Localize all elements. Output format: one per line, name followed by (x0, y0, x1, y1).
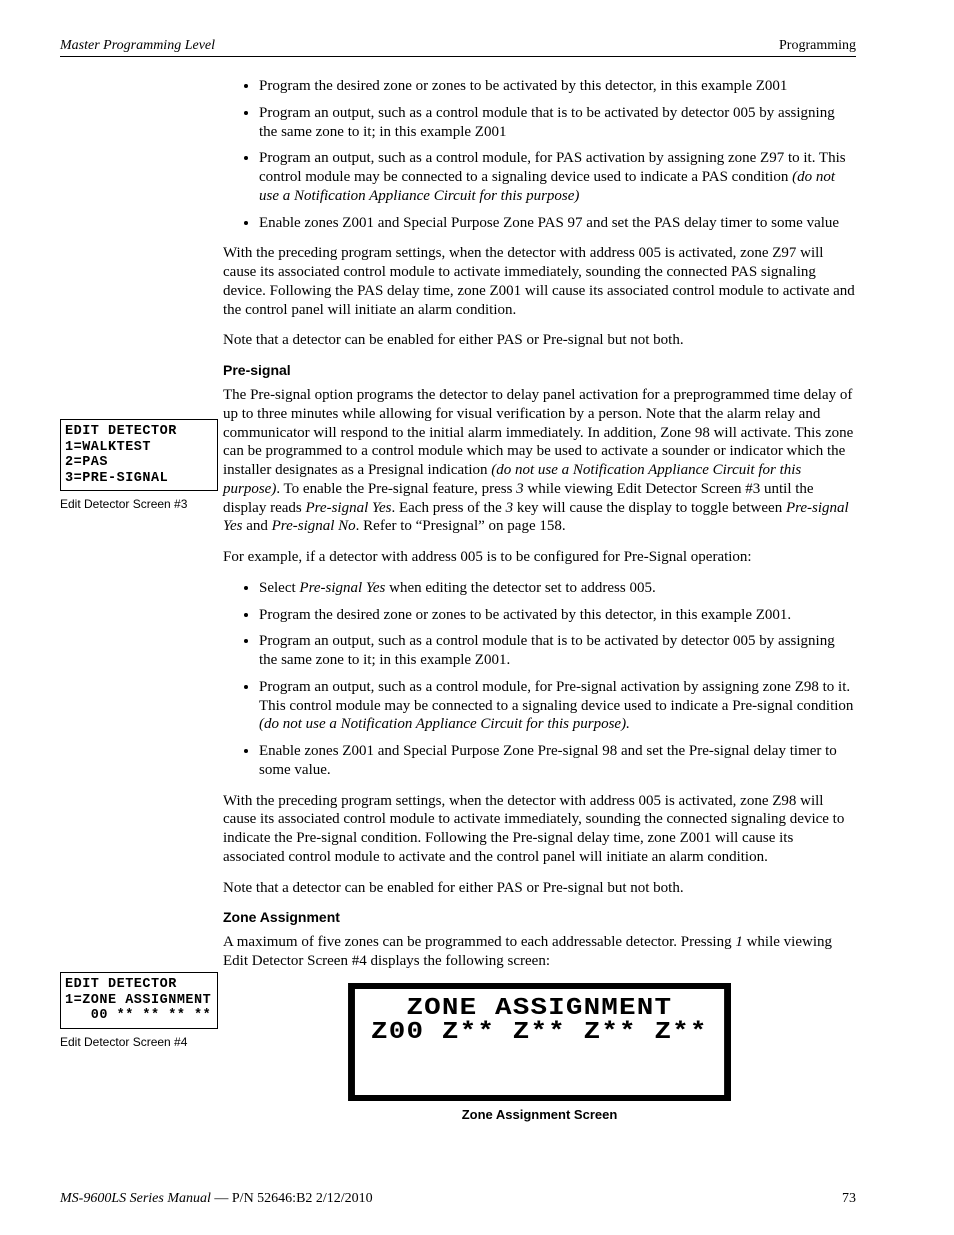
edit-detector-lcd-3: EDIT DETECTOR 1=WALKTEST 2=PAS 3=PRE-SIG… (60, 419, 218, 491)
page-number: 73 (842, 1191, 856, 1207)
list-item: Select Pre-signal Yes when editing the d… (259, 579, 856, 598)
main-content: Program the desired zone or zones to be … (223, 77, 856, 1122)
header-left: Master Programming Level (60, 38, 215, 54)
presignal-heading: Pre-signal (223, 362, 856, 378)
list-item: Program an output, such as a control mod… (259, 149, 856, 205)
page-footer: MS-9600LS Series Manual — P/N 52646:B2 2… (60, 1191, 856, 1207)
footer-left: MS-9600LS Series Manual — P/N 52646:B2 2… (60, 1191, 373, 1207)
lcd-4-caption: Edit Detector Screen #4 (60, 1035, 218, 1049)
zone-heading: Zone Assignment (223, 909, 856, 925)
zone-lcd-caption: Zone Assignment Screen (223, 1107, 856, 1122)
list-item: Program the desired zone or zones to be … (259, 77, 856, 96)
list-item: Enable zones Z001 and Special Purpose Zo… (259, 214, 856, 233)
list-item: Enable zones Z001 and Special Purpose Zo… (259, 742, 856, 780)
page-header: Master Programming Level Programming (60, 38, 856, 57)
list-item: Program an output, such as a control mod… (259, 104, 856, 142)
sidebar-lcd-4: EDIT DETECTOR 1=ZONE ASSIGNMENT 00 ** **… (60, 972, 218, 1049)
list-item: Program the desired zone or zones to be … (259, 606, 856, 625)
header-right: Programming (779, 38, 856, 54)
lcd-3-caption: Edit Detector Screen #3 (60, 497, 218, 511)
presignal-intro-paragraph: The Pre-signal option programs the detec… (223, 386, 856, 536)
pas-bullet-list: Program the desired zone or zones to be … (223, 77, 856, 232)
zone-assignment-lcd: ZONE ASSIGNMENT Z00 Z** Z** Z** Z** (348, 983, 731, 1101)
zone-intro-paragraph: A maximum of five zones can be programme… (223, 933, 856, 971)
zone-lcd-large-wrap: ZONE ASSIGNMENT Z00 Z** Z** Z** Z** Zone… (223, 983, 856, 1122)
presignal-bullet-list: Select Pre-signal Yes when editing the d… (223, 579, 856, 780)
list-item: Program an output, such as a control mod… (259, 632, 856, 670)
presignal-note-paragraph: Note that a detector can be enabled for … (223, 879, 856, 898)
presignal-example-intro: For example, if a detector with address … (223, 548, 856, 567)
presignal-summary-paragraph: With the preceding program settings, whe… (223, 792, 856, 867)
list-item: Program an output, such as a control mod… (259, 678, 856, 734)
sidebar-lcd-3: EDIT DETECTOR 1=WALKTEST 2=PAS 3=PRE-SIG… (60, 419, 218, 511)
pas-summary-paragraph: With the preceding program settings, whe… (223, 244, 856, 319)
pas-note-paragraph: Note that a detector can be enabled for … (223, 331, 856, 350)
edit-detector-lcd-4: EDIT DETECTOR 1=ZONE ASSIGNMENT 00 ** **… (60, 972, 218, 1029)
